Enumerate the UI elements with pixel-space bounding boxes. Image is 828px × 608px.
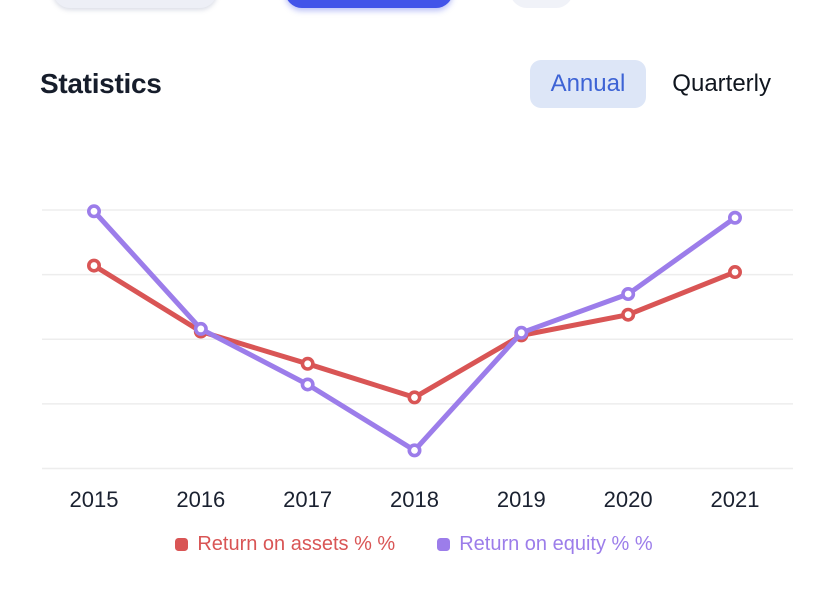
section-header: Statistics Annual Quarterly <box>40 57 792 111</box>
x-axis-label: 2016 <box>176 487 226 512</box>
data-point[interactable] <box>727 265 742 280</box>
data-point[interactable] <box>300 356 315 371</box>
data-point[interactable] <box>407 390 422 405</box>
data-point[interactable] <box>621 307 636 322</box>
x-axis-label: 2015 <box>69 487 119 512</box>
top-pill-left-button[interactable] <box>53 0 217 8</box>
data-point[interactable] <box>87 204 102 219</box>
top-pill-center-button[interactable] <box>285 0 453 8</box>
chart-legend: Return on assets % % Return on equity % % <box>0 533 828 556</box>
legend-item[interactable]: Return on assets % % <box>175 533 395 556</box>
page-title: Statistics <box>40 68 162 99</box>
period-toggle: Annual Quarterly <box>529 59 792 109</box>
x-axis-label: 2019 <box>496 487 546 512</box>
data-point[interactable] <box>300 377 315 392</box>
series-line <box>91 208 738 453</box>
data-point[interactable] <box>514 325 529 340</box>
x-axis-label: 2018 <box>390 487 439 512</box>
legend-swatch-icon <box>437 538 451 551</box>
x-axis-label: 2017 <box>283 487 333 512</box>
legend-label: Return on equity % % <box>459 533 653 555</box>
data-point[interactable] <box>87 258 102 273</box>
legend-swatch-icon <box>175 538 189 551</box>
legend-item[interactable]: Return on equity % % <box>437 533 653 556</box>
toggle-quarterly-button[interactable]: Quarterly <box>651 60 792 108</box>
data-point[interactable] <box>193 321 208 336</box>
legend-label: Return on assets % % <box>197 533 396 555</box>
toggle-annual-button[interactable]: Annual <box>529 59 647 109</box>
top-pill-right-button[interactable] <box>510 0 573 8</box>
data-point[interactable] <box>407 443 422 458</box>
x-axis-label: 2021 <box>710 487 760 512</box>
x-axis-label: 2020 <box>603 487 653 512</box>
data-point[interactable] <box>727 210 742 225</box>
series-line <box>91 263 738 400</box>
data-point[interactable] <box>621 287 636 302</box>
